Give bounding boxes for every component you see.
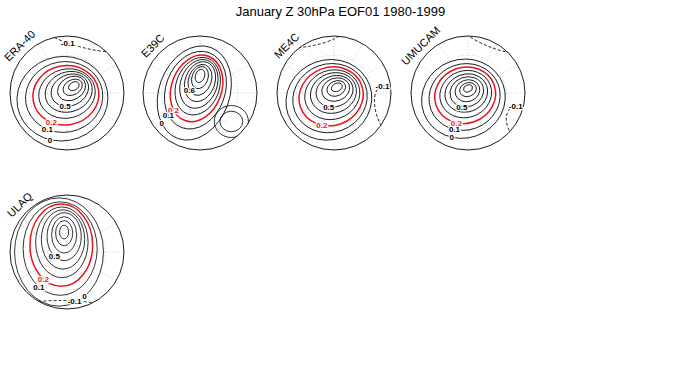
contour-line <box>410 47 516 150</box>
latitude-circle <box>29 214 105 290</box>
contour-label: 0.5 <box>323 103 335 112</box>
contour-line <box>283 53 377 143</box>
meridian <box>18 65 51 84</box>
contour-label: 0.5 <box>456 103 468 112</box>
meridian <box>411 93 449 94</box>
contour-line <box>214 106 248 138</box>
contour-line <box>154 43 237 138</box>
background <box>0 0 681 372</box>
contour-label: 0.6 <box>184 86 196 95</box>
contour-label: 0.5 <box>49 252 61 261</box>
meridian <box>10 252 48 253</box>
contour-label: 0 <box>449 133 454 142</box>
meridian <box>277 93 315 94</box>
contour-label: -0.1 <box>68 297 82 306</box>
contour-line <box>33 63 101 125</box>
meridian <box>468 36 469 74</box>
contour-line <box>220 111 243 132</box>
meridian <box>344 44 363 77</box>
meridian <box>487 93 525 94</box>
contour-line <box>15 198 104 306</box>
contour-line <box>41 210 84 269</box>
panel-name: ULAQ <box>5 189 35 219</box>
contour-line <box>463 84 474 94</box>
contours <box>10 6 137 148</box>
latitude-circle <box>48 74 86 112</box>
contour-label: 0 <box>48 136 53 145</box>
contour-line <box>30 204 93 286</box>
latitude-circle <box>315 74 353 112</box>
grid <box>10 195 124 309</box>
meridian <box>200 112 201 150</box>
contour-line <box>67 80 81 93</box>
contour-label: 0 <box>82 292 87 301</box>
contour-line <box>52 217 77 253</box>
contour-label: -0.1 <box>61 39 75 48</box>
contour-label: 0.1 <box>163 111 175 120</box>
latitude-circle <box>181 74 219 112</box>
map-boundary <box>143 36 257 150</box>
contour-label: -0.1 <box>376 82 390 91</box>
meridian <box>83 103 116 122</box>
contour-line <box>330 81 344 93</box>
panel-name: ERA-40 <box>2 28 38 64</box>
panel: 0.60.20.10E39C <box>139 32 257 151</box>
contour-label: 0.2 <box>316 121 328 130</box>
contour-line <box>47 213 81 261</box>
panel: 0.50.20.10-0.1UMUCAM <box>399 11 545 151</box>
panel-name: E39C <box>139 32 167 60</box>
panel-name: UMUCAM <box>399 24 442 67</box>
grid <box>143 36 257 150</box>
contour-line <box>31 6 137 60</box>
contour-line <box>179 57 221 106</box>
contours <box>270 17 414 152</box>
panel: 0.50.20.10-0.1ULAQ <box>5 189 124 323</box>
contour-label: 0.5 <box>60 102 72 111</box>
contour-line <box>56 221 73 246</box>
contour-line <box>10 49 114 148</box>
contour-line <box>440 68 494 118</box>
meridian <box>210 109 229 142</box>
meridian <box>10 93 48 94</box>
contour-line <box>10 300 113 323</box>
contour-line <box>23 202 97 295</box>
map-boundary <box>10 195 124 309</box>
meridian <box>350 103 383 122</box>
contour-label: -0.1 <box>509 102 523 111</box>
contour-label: 0.1 <box>42 125 54 134</box>
grid <box>10 36 124 150</box>
contours <box>10 198 113 323</box>
latitude-circle <box>48 233 86 271</box>
meridian <box>151 103 184 122</box>
contour-line <box>312 70 358 112</box>
figure: January Z 30hPa EOF01 1980-1999 0.5 0.2 0.1… <box>0 0 681 372</box>
contour-line <box>36 207 88 278</box>
grid <box>277 36 391 150</box>
map-boundary <box>10 36 124 150</box>
contour-line <box>275 48 384 153</box>
title: January Z 30hPa EOF01 1980-1999 <box>236 4 446 19</box>
meridian <box>219 93 257 94</box>
meridian <box>484 65 517 84</box>
map-boundary <box>277 36 391 150</box>
meridian <box>334 112 335 150</box>
panel: 0.5 0.2 -0.1 ME4C <box>270 17 414 152</box>
meridian <box>67 112 68 150</box>
contour-line <box>53 71 90 106</box>
latitude-circle <box>449 74 487 112</box>
meridian <box>334 36 335 74</box>
contour-label: 0.1 <box>33 283 45 292</box>
meridian <box>350 65 383 84</box>
panel-name: ME4C <box>272 31 302 61</box>
contour-line <box>60 225 69 239</box>
contour-line <box>500 100 545 149</box>
grid <box>411 36 525 150</box>
meridian <box>344 109 363 142</box>
contour-label: 0 <box>159 119 164 128</box>
map-boundary <box>411 36 525 150</box>
panel: 0.50.20.10-0.1ERA-40 <box>2 6 138 150</box>
contour-line <box>458 80 479 99</box>
